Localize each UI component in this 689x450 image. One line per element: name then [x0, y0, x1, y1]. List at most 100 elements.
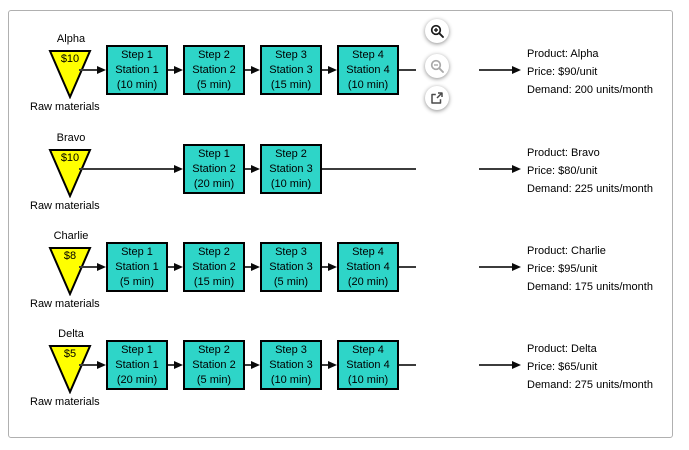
- time-label: (5 min): [196, 374, 232, 386]
- demand-line: Demand: 200 units/month: [527, 84, 653, 96]
- station-box: Step 1 Station 2 (20 min): [183, 144, 245, 194]
- flow-line: [168, 266, 174, 268]
- station-box: Step 2 Station 2 (15 min): [183, 242, 245, 292]
- flow-arrowhead: [251, 361, 260, 369]
- time-label: (20 min): [347, 276, 389, 288]
- flow-arrowhead: [328, 66, 337, 74]
- step-label: Step 1: [121, 344, 153, 356]
- flow-line: [79, 266, 98, 268]
- flow-arrowhead: [512, 263, 521, 271]
- station-label: Station 4: [346, 261, 390, 273]
- product-info: Product: Alpha Price: $90/unit Demand: 2…: [527, 45, 653, 99]
- step-label: Step 2: [198, 49, 230, 61]
- product-name-label: Bravo: [56, 132, 86, 144]
- zoom-out-icon: [430, 59, 444, 73]
- station-label: Station 3: [269, 359, 313, 371]
- flow-arrowhead: [97, 66, 106, 74]
- flow-arrowhead: [174, 165, 183, 173]
- price-line: Price: $90/unit: [527, 66, 598, 78]
- flow-arrowhead: [512, 361, 521, 369]
- step-label: Step 4: [352, 246, 384, 258]
- step-label: Step 4: [352, 49, 384, 61]
- time-label: (10 min): [270, 178, 312, 190]
- flow-line: [245, 168, 251, 170]
- flow-arrowhead: [174, 66, 183, 74]
- flow-line: [322, 266, 328, 268]
- time-label: (20 min): [193, 178, 235, 190]
- product-name-label: Delta: [58, 328, 84, 340]
- flow-line: [399, 69, 416, 71]
- station-label: Station 2: [192, 359, 236, 371]
- flow-arrowhead: [512, 165, 521, 173]
- product-line: Product: Charlie: [527, 245, 606, 257]
- time-label: (10 min): [347, 374, 389, 386]
- time-label: (10 min): [270, 374, 312, 386]
- flow-line: [245, 266, 251, 268]
- time-label: (5 min): [119, 276, 155, 288]
- price-line: Price: $80/unit: [527, 165, 598, 177]
- zoom-in-icon: [430, 24, 444, 38]
- station-label: Station 1: [115, 261, 159, 273]
- flow-arrowhead: [512, 66, 521, 74]
- station-box: Step 4 Station 4 (20 min): [337, 242, 399, 292]
- step-label: Step 2: [275, 148, 307, 160]
- flow-arrowhead: [97, 361, 106, 369]
- flow-line: [479, 266, 512, 268]
- time-label: (10 min): [347, 79, 389, 91]
- station-label: Station 2: [192, 163, 236, 175]
- step-label: Step 1: [198, 148, 230, 160]
- zoom-out-button[interactable]: [425, 54, 449, 78]
- station-label: Station 3: [269, 163, 313, 175]
- step-label: Step 3: [275, 49, 307, 61]
- raw-materials-label: Raw materials: [30, 101, 100, 113]
- open-external-button[interactable]: [425, 86, 449, 110]
- time-label: (5 min): [196, 79, 232, 91]
- station-box: Step 3 Station 3 (5 min): [260, 242, 322, 292]
- time-label: (5 min): [273, 276, 309, 288]
- step-label: Step 2: [198, 344, 230, 356]
- station-box: Step 2 Station 3 (10 min): [260, 144, 322, 194]
- flow-arrowhead: [328, 361, 337, 369]
- step-label: Step 1: [121, 246, 153, 258]
- flow-arrowhead: [251, 165, 260, 173]
- flow-line: [479, 168, 512, 170]
- product-info: Product: Delta Price: $65/unit Demand: 2…: [527, 340, 653, 394]
- product-info: Product: Charlie Price: $95/unit Demand:…: [527, 242, 653, 296]
- step-label: Step 4: [352, 344, 384, 356]
- raw-cost-label: $10: [60, 53, 80, 65]
- station-box: Step 2 Station 2 (5 min): [183, 45, 245, 95]
- station-box: Step 3 Station 3 (15 min): [260, 45, 322, 95]
- price-line: Price: $65/unit: [527, 361, 598, 373]
- time-label: (20 min): [116, 374, 158, 386]
- time-label: (15 min): [193, 276, 235, 288]
- flow-line: [479, 69, 512, 71]
- raw-materials-triangle: [48, 50, 92, 99]
- station-label: Station 1: [115, 359, 159, 371]
- station-label: Station 4: [346, 64, 390, 76]
- flow-line: [245, 69, 251, 71]
- product-line: Product: Delta: [527, 343, 597, 355]
- raw-cost-label: $10: [60, 152, 80, 164]
- flow-line: [322, 69, 328, 71]
- product-info: Product: Bravo Price: $80/unit Demand: 2…: [527, 144, 653, 198]
- raw-materials-label: Raw materials: [30, 396, 100, 408]
- price-line: Price: $95/unit: [527, 263, 598, 275]
- station-box: Step 3 Station 3 (10 min): [260, 340, 322, 390]
- flow-line: [399, 364, 416, 366]
- station-label: Station 1: [115, 64, 159, 76]
- station-label: Station 2: [192, 261, 236, 273]
- flow-line: [322, 168, 416, 170]
- flow-line: [322, 364, 328, 366]
- product-line: Product: Bravo: [527, 147, 600, 159]
- zoom-in-button[interactable]: [425, 19, 449, 43]
- step-label: Step 2: [198, 246, 230, 258]
- demand-line: Demand: 225 units/month: [527, 183, 653, 195]
- flow-arrowhead: [251, 66, 260, 74]
- flow-line: [479, 364, 512, 366]
- flow-line: [79, 168, 174, 170]
- demand-line: Demand: 175 units/month: [527, 281, 653, 293]
- raw-materials-triangle: [48, 345, 92, 394]
- time-label: (15 min): [270, 79, 312, 91]
- flow-line: [79, 364, 98, 366]
